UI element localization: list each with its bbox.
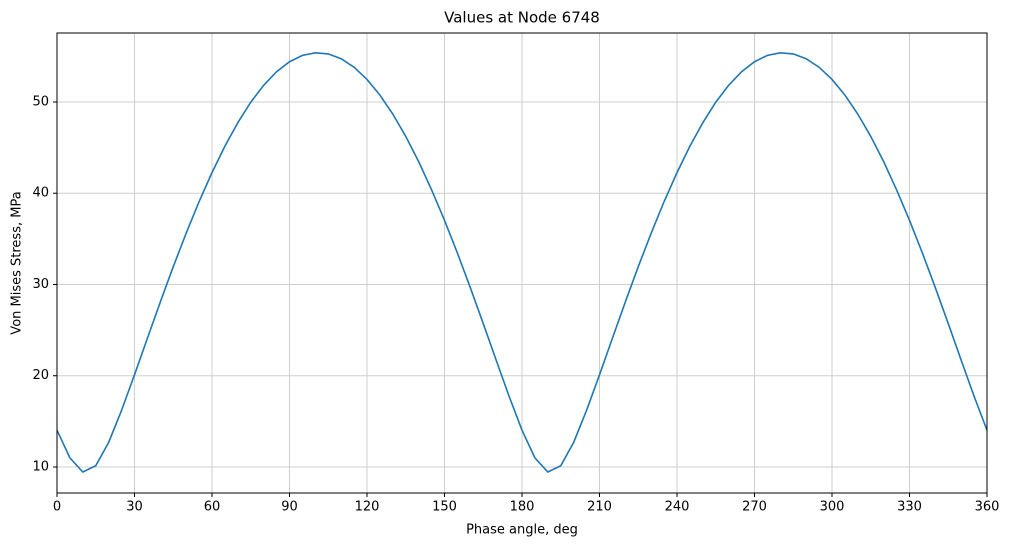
x-tick-label: 60 — [204, 500, 221, 515]
x-tick-label: 240 — [665, 500, 690, 515]
x-tick-label: 330 — [897, 500, 922, 515]
y-tick-label: 10 — [32, 459, 49, 474]
x-tick-label: 300 — [820, 500, 845, 515]
x-tick-label: 0 — [53, 500, 61, 515]
x-tick-label: 90 — [281, 500, 298, 515]
y-tick-label: 50 — [32, 94, 49, 109]
plot-frame — [56, 32, 988, 494]
x-tick-label: 360 — [975, 500, 1000, 515]
chart-title: Values at Node 6748 — [444, 9, 600, 27]
x-tick-label: 210 — [587, 500, 612, 515]
x-axis-label: Phase angle, deg — [466, 523, 578, 538]
x-tick-label: 150 — [432, 500, 457, 515]
x-tick-label: 180 — [510, 500, 535, 515]
y-axis-label: Von Mises Stress, MPa — [10, 191, 25, 334]
y-tick-label: 40 — [32, 186, 49, 201]
x-tick-label: 270 — [742, 500, 767, 515]
x-tick-label: 120 — [355, 500, 380, 515]
data-line — [56, 51, 988, 473]
y-tick-label: 20 — [32, 368, 49, 383]
y-tick-label: 30 — [32, 277, 49, 292]
x-tick-label: 30 — [126, 500, 143, 515]
